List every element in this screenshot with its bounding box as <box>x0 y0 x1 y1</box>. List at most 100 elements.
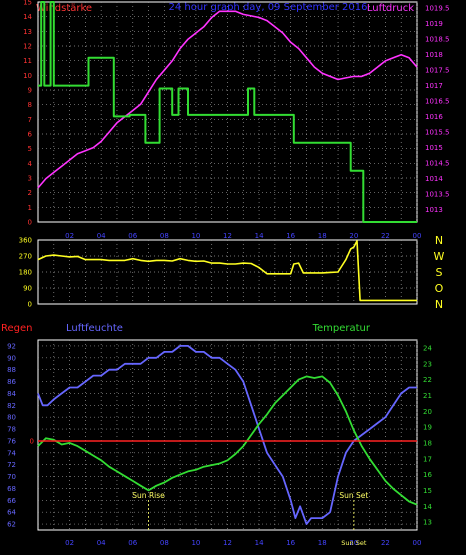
wind-tick-label: 2 <box>28 189 32 197</box>
x-tick-label: 08 <box>160 232 169 240</box>
temperature-tick-label: 24 <box>423 344 432 352</box>
temperature-tick-label: 13 <box>423 519 432 527</box>
humidity-tick-label: 82 <box>7 402 16 410</box>
wind-tick-label: 15 <box>23 0 32 7</box>
temperature-tick-label: 22 <box>423 376 432 384</box>
temperature-tick-label: 15 <box>423 487 432 495</box>
humidity-tick-label: 74 <box>7 449 16 457</box>
pressure-tick-label: 1019 <box>425 20 443 28</box>
x-tick-label: 04 <box>97 539 106 547</box>
x-tick-label: 04 <box>97 232 106 240</box>
x-tick-label: 10 <box>191 539 200 547</box>
wind-axis-label: Windstärke <box>36 3 92 14</box>
humidity-tick-label: 64 <box>7 509 16 517</box>
wind-tick-label: 9 <box>28 87 32 95</box>
wind-tick-label: 11 <box>23 57 32 65</box>
temperature-tick-label: 23 <box>423 360 432 368</box>
wind-tick-label: 14 <box>23 13 32 21</box>
compass-label-S: S <box>436 266 443 279</box>
direction-tick-label: 180 <box>19 269 32 277</box>
x-tick-label: 08 <box>160 539 169 547</box>
x-tick-label: 18 <box>318 539 327 547</box>
compass-label-O: O <box>435 282 444 295</box>
humidity-tick-label: 90 <box>7 354 16 362</box>
x-tick-label: 12 <box>223 232 232 240</box>
pressure-tick-label: 1014.5 <box>425 160 450 168</box>
rain-tick-label: 0 <box>30 437 34 445</box>
temperature-series <box>37 375 418 506</box>
humidity-tick-label: 92 <box>7 342 16 350</box>
humidity-tick-label: 72 <box>7 461 16 469</box>
x-tick-label: 02 <box>65 539 74 547</box>
x-tick-label: 20 <box>349 232 358 240</box>
rain-label: Regen <box>1 323 33 334</box>
humidity-tick-label: 86 <box>7 378 16 386</box>
pressure-axis-label: Luftdruck <box>367 3 414 14</box>
wind-series <box>38 1 417 223</box>
x-tick-label: 12 <box>223 539 232 547</box>
humidity-tick-label: 76 <box>7 437 16 445</box>
humidity-series <box>37 344 417 525</box>
pressure-tick-label: 1018.5 <box>425 36 450 44</box>
direction-tick-label: 90 <box>23 285 32 293</box>
humidity-tick-label: 68 <box>7 485 16 493</box>
pressure-tick-label: 1016.5 <box>425 98 450 106</box>
wind-tick-label: 4 <box>28 160 33 168</box>
pressure-tick-label: 1014 <box>425 175 443 183</box>
pressure-tick-label: 1018 <box>425 51 443 59</box>
pressure-series <box>37 10 418 189</box>
chart-title: 24 hour graph day, 09 September 2016 <box>169 2 368 13</box>
direction-tick-label: 360 <box>19 237 32 245</box>
wind-tick-label: 0 <box>28 219 32 227</box>
direction-tick-label: 0 <box>28 301 32 309</box>
wind-tick-label: 12 <box>23 43 32 51</box>
sun-set-label: Sun Set <box>339 491 368 500</box>
temperature-tick-label: 17 <box>423 455 432 463</box>
compass-label-N: N <box>435 298 443 311</box>
wind-tick-label: 1 <box>28 204 32 212</box>
humidity-label: Luftfeuchte <box>66 323 123 334</box>
temperature-tick-label: 16 <box>423 471 432 479</box>
sun-rise-label: Sun Rise <box>132 491 165 500</box>
x-tick-label: 02 <box>65 232 74 240</box>
x-tick-label: 14 <box>255 232 264 240</box>
wind-tick-label: 5 <box>28 145 32 153</box>
x-tick-label: 18 <box>318 232 327 240</box>
temperature-tick-label: 19 <box>423 424 432 432</box>
temperature-label: Temperatur <box>312 323 371 334</box>
humidity-tick-label: 70 <box>7 473 16 481</box>
x-tick-label: 16 <box>286 232 295 240</box>
temperature-tick-label: 14 <box>423 503 432 511</box>
compass-label-W: W <box>434 250 445 263</box>
temperature-tick-label: 18 <box>423 439 432 447</box>
compass-label-N: N <box>435 234 443 247</box>
humidity-tick-label: 78 <box>7 426 16 434</box>
pressure-tick-label: 1015.5 <box>425 129 450 137</box>
humidity-tick-label: 62 <box>7 521 16 529</box>
x-tick-label: 16 <box>286 539 295 547</box>
x-tick-label: 22 <box>381 232 390 240</box>
humidity-tick-label: 88 <box>7 366 16 374</box>
wind-tick-label: 6 <box>28 131 33 139</box>
wind-tick-label: 8 <box>28 101 32 109</box>
pressure-tick-label: 1017 <box>425 82 443 90</box>
x-tick-label: 20 <box>349 539 358 547</box>
x-tick-label: 10 <box>191 232 200 240</box>
temperature-tick-label: 20 <box>423 408 432 416</box>
x-tick-label: 00 <box>413 232 422 240</box>
x-tick-label: 06 <box>128 539 137 547</box>
humidity-tick-label: 80 <box>7 414 16 422</box>
sun-set-bottom-label: Sun Set <box>341 539 367 547</box>
humidity-tick-label: 66 <box>7 497 16 505</box>
wind-tick-label: 7 <box>28 116 32 124</box>
x-tick-label: 14 <box>255 539 264 547</box>
pressure-tick-label: 1015 <box>425 144 443 152</box>
wind-tick-label: 13 <box>23 28 32 36</box>
pressure-tick-label: 1013.5 <box>425 191 450 199</box>
x-tick-label: 00 <box>413 539 422 547</box>
pressure-tick-label: 1017.5 <box>425 67 450 75</box>
wind-direction-series <box>37 240 417 302</box>
humidity-tick-label: 84 <box>7 390 16 398</box>
